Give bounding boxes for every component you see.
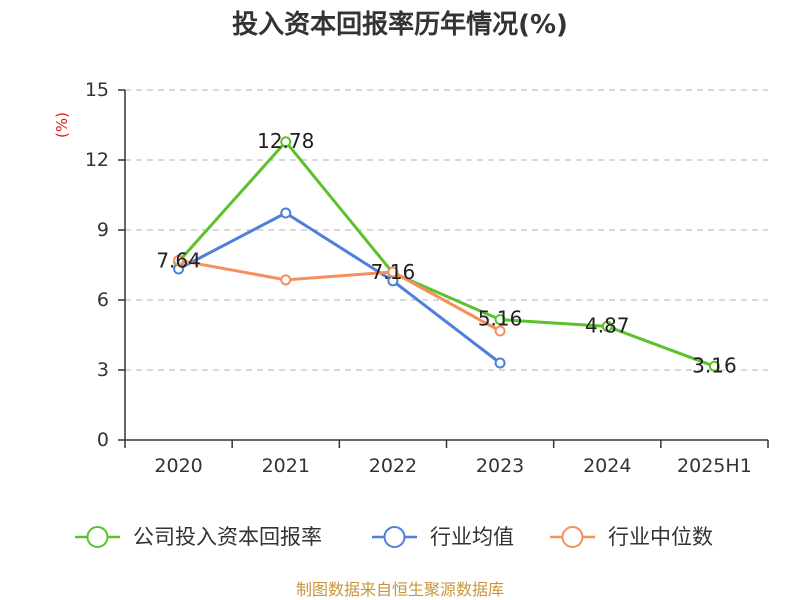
legend-label: 公司投入资本回报率 xyxy=(133,525,322,549)
legend: 公司投入资本回报率 行业均值 行业中位数 xyxy=(75,525,713,549)
data-label-s0-4: 4.87 xyxy=(585,313,630,337)
legend-label: 行业中位数 xyxy=(608,525,713,549)
x-tick-label: 2022 xyxy=(369,455,417,477)
data-point-s0-3[interactable] xyxy=(494,314,506,326)
data-point-s1-3[interactable] xyxy=(494,357,506,369)
series-line-1 xyxy=(177,211,502,365)
series-points xyxy=(173,136,720,372)
y-axis-label: (%) xyxy=(53,112,71,138)
y-tick-label: 6 xyxy=(97,289,109,311)
data-point-s2-0[interactable] xyxy=(173,254,185,266)
x-axis: 2020 2021 2022 2023 2024 2025H1 xyxy=(124,439,769,477)
x-tick-label: 2021 xyxy=(262,455,310,477)
data-point-s0-5[interactable] xyxy=(708,360,720,372)
data-labels: 7.64 12.78 7.16 5.16 4.87 3.16 xyxy=(156,129,736,377)
legend-circle-icon xyxy=(86,526,109,548)
data-label-s0-0: 7.64 xyxy=(156,249,201,273)
data-point-s0-4[interactable] xyxy=(601,320,613,332)
y-tick-label: 9 xyxy=(97,219,109,241)
data-point-s1-1[interactable] xyxy=(280,207,292,219)
data-point-s0-1[interactable] xyxy=(280,136,292,148)
series-lines xyxy=(177,140,716,368)
gridlines xyxy=(125,89,768,371)
legend-circle-icon xyxy=(383,526,406,548)
source-footer: 制图数据来自恒生聚源数据库 xyxy=(296,580,504,599)
x-tick-label: 2023 xyxy=(476,455,524,477)
legend-label: 行业均值 xyxy=(430,525,514,549)
legend-item-1[interactable]: 行业均值 xyxy=(372,525,514,549)
x-tick-label: 2024 xyxy=(583,455,631,477)
y-tick-label: 3 xyxy=(97,359,109,381)
data-label-s0-3: 5.16 xyxy=(478,307,523,331)
data-point-s2-2[interactable] xyxy=(387,266,399,278)
data-label-s0-5: 3.16 xyxy=(692,353,737,377)
y-tick-label: 0 xyxy=(97,429,109,451)
legend-item-0[interactable]: 公司投入资本回报率 xyxy=(75,525,322,549)
y-tick-label: 15 xyxy=(85,79,109,101)
data-point-s2-3[interactable] xyxy=(494,325,506,337)
y-axis: 0 3 6 9 12 15 xyxy=(85,79,126,451)
legend-item-2[interactable]: 行业中位数 xyxy=(550,525,713,549)
data-label-s0-1: 12.78 xyxy=(257,129,314,153)
chart-title: 投入资本回报率历年情况(%) xyxy=(232,9,568,40)
series-line-0 xyxy=(177,140,716,368)
series-line-2 xyxy=(177,258,502,333)
legend-circle-icon xyxy=(561,526,584,548)
data-label-s0-2: 7.16 xyxy=(371,260,416,284)
y-tick-label: 12 xyxy=(85,149,109,171)
data-point-s2-1[interactable] xyxy=(280,274,292,286)
x-tick-label: 2025H1 xyxy=(677,455,752,477)
x-tick-label: 2020 xyxy=(154,455,202,477)
